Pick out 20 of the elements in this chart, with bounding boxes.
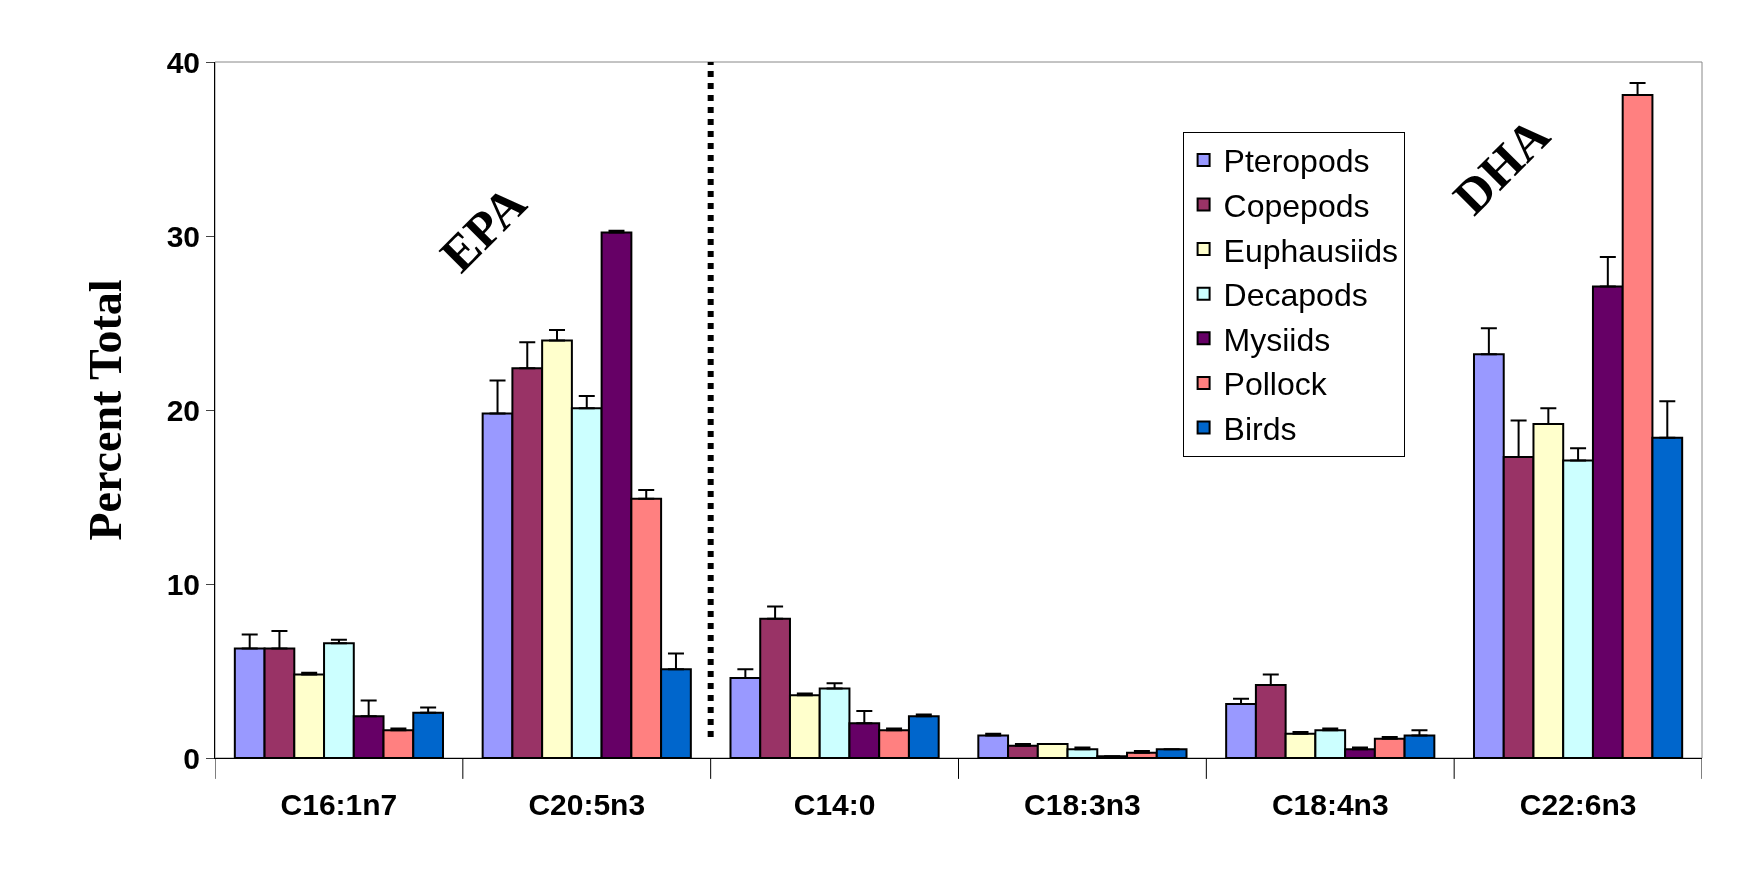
y-tick-label: 0 [183, 741, 200, 775]
legend-label: Euphausiids [1223, 232, 1398, 269]
y-tick-label: 40 [166, 45, 200, 79]
x-tick-label: C20:5n3 [528, 788, 646, 821]
legend-label: Pteropods [1223, 143, 1370, 180]
x-tick-label: C14:0 [793, 788, 876, 821]
x-tick-label: C22:6n3 [1519, 788, 1637, 821]
y-axis-title: Percent Total [80, 279, 132, 541]
legend-label: Mysiids [1223, 321, 1331, 358]
y-tick-label: 30 [166, 219, 200, 253]
legend-label: Copepods [1223, 187, 1370, 224]
x-tick-label: C16:1n7 [280, 788, 398, 821]
legend-label: Pollock [1223, 366, 1328, 403]
x-tick-label: C18:3n3 [1024, 788, 1141, 821]
y-tick-label: 20 [166, 393, 200, 427]
annotation: EPA [429, 174, 537, 283]
y-tick-label: 10 [166, 567, 200, 601]
legend-label: Birds [1223, 410, 1297, 447]
legend-label: Decapods [1223, 277, 1368, 314]
x-tick-label: C18:4n3 [1271, 788, 1389, 821]
